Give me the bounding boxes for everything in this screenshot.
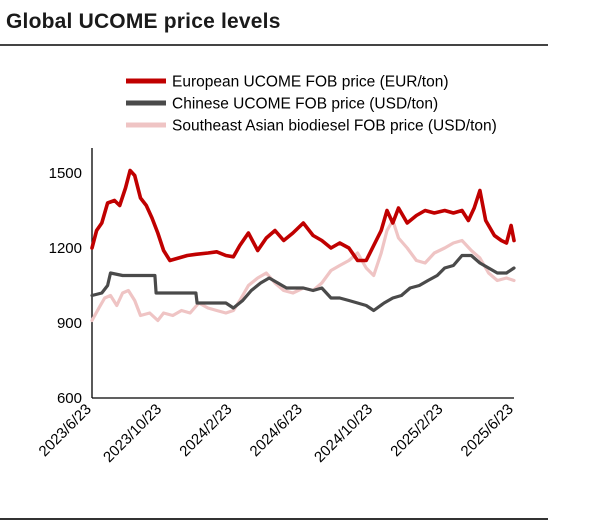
x-tick-labels: 2023/6/23 2023/10/23 2024/2/23 2024/6/23 202…	[36, 401, 517, 466]
chart-legend: European UCOME FOB price (EUR/ton) Chines…	[126, 74, 497, 135]
chart-series	[90, 168, 516, 323]
x-tick-label: 2024/2/23	[176, 401, 235, 460]
x-tick-label: 2023/6/23	[36, 401, 95, 460]
y-tick-label: 600	[57, 390, 82, 407]
y-tick-labels: 600 900 1200 1500	[49, 165, 82, 407]
bottom-divider	[0, 518, 548, 520]
legend-label-0: European UCOME FOB price (EUR/ton)	[172, 74, 449, 91]
chart-title: Global UCOME price levels	[6, 10, 281, 33]
x-tick-label: 2025/6/23	[458, 401, 517, 460]
y-tick-label: 1200	[49, 240, 82, 257]
legend-label-2: Southeast Asian biodiesel FOB price (USD…	[172, 118, 497, 135]
legend-label-1: Chinese UCOME FOB price (USD/ton)	[172, 96, 438, 113]
series-line-1	[90, 253, 516, 313]
x-tick-label: 2023/10/23	[100, 401, 165, 466]
chart-axes	[91, 148, 514, 399]
y-tick-label: 1500	[49, 165, 82, 182]
x-tick-label: 2025/2/23	[387, 401, 446, 460]
series-line-2	[90, 218, 516, 323]
x-tick-label: 2024/10/23	[311, 401, 376, 466]
x-tick-label: 2024/6/23	[247, 401, 306, 460]
title-divider	[0, 44, 548, 46]
series-line-0	[90, 168, 516, 263]
y-tick-label: 900	[57, 315, 82, 332]
